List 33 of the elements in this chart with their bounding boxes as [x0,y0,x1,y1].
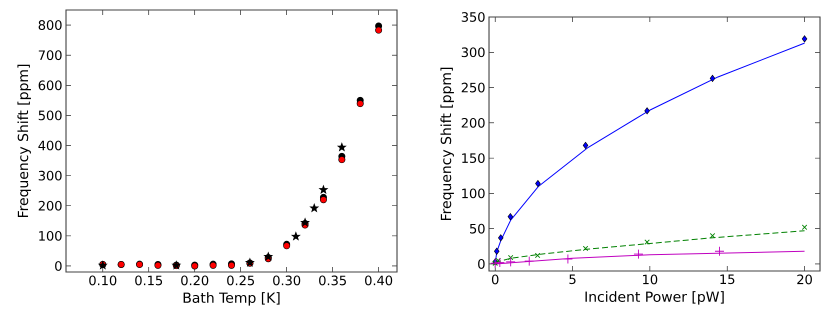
y-tick-label: 300 [38,170,62,181]
y-tick-label: 100 [462,188,485,198]
x-tick-label: 0.10 [89,276,116,286]
x-tick-label: 0 [492,274,498,284]
x-tick-label: 20 [797,274,812,284]
x-tick-label: 0.40 [365,276,392,286]
x-tick-label: 15 [720,274,734,284]
y-tick-label: 800 [38,20,62,30]
y-axis-title: Frequency Shift [ppm] [440,68,454,220]
y-tick-label: 50 [470,224,485,234]
y-tick-label: 350 [462,12,485,22]
y-tick-label: 100 [39,230,62,241]
y-tick-label: 150 [462,153,485,164]
y-tick-label: 200 [462,118,485,128]
x-tick-label: 0.20 [181,276,208,286]
x-tick-label: 0.35 [319,276,346,286]
y-tick-label: 250 [462,82,485,92]
y-tick-label: 0 [55,261,62,271]
y-tick-label: 0 [478,259,485,269]
x-tick-label: 10 [643,274,658,284]
x-axis-title: Incident Power [pW] [585,291,724,305]
y-tick-label: 600 [38,80,62,90]
x-tick-label: 0.30 [273,276,300,286]
x-tick-label: 0.25 [227,276,254,286]
y-tick-label: 500 [38,110,62,120]
y-tick-label: 300 [462,47,485,58]
x-tick-label: 5 [569,274,576,284]
y-axis-title: Frequency Shift [ppm] [17,64,31,218]
x-tick-label: 0.15 [135,276,162,286]
y-tick-label: 700 [38,50,62,60]
y-tick-label: 400 [38,140,62,150]
y-tick-label: 200 [38,200,62,211]
x-axis-title: Bath Temp [K] [184,292,280,306]
